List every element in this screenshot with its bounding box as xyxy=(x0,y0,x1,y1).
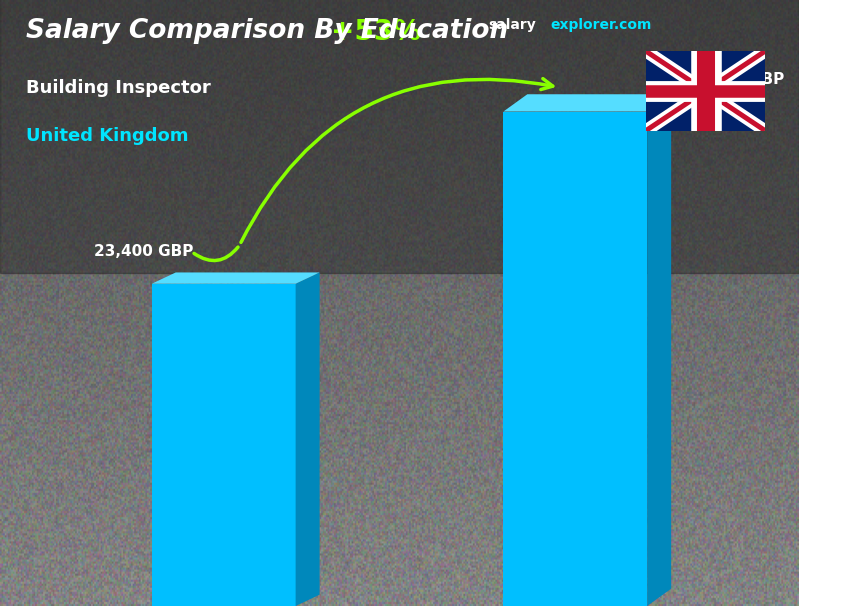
Text: Average Yearly Salary: Average Yearly Salary xyxy=(812,319,822,432)
Text: Building Inspector: Building Inspector xyxy=(26,79,210,97)
FancyBboxPatch shape xyxy=(646,52,765,130)
FancyBboxPatch shape xyxy=(503,112,647,606)
Text: United Kingdom: United Kingdom xyxy=(26,127,188,145)
Polygon shape xyxy=(503,95,672,112)
Text: +53%: +53% xyxy=(331,18,421,46)
Text: 23,400 GBP: 23,400 GBP xyxy=(94,244,194,259)
Text: salary: salary xyxy=(489,18,536,32)
Polygon shape xyxy=(296,273,320,606)
Polygon shape xyxy=(647,95,672,606)
FancyBboxPatch shape xyxy=(0,0,799,273)
Text: explorer.com: explorer.com xyxy=(551,18,652,32)
FancyArrowPatch shape xyxy=(241,79,552,242)
Polygon shape xyxy=(152,273,320,284)
FancyBboxPatch shape xyxy=(152,284,296,606)
FancyArrowPatch shape xyxy=(194,247,238,261)
Text: 35,900 GBP: 35,900 GBP xyxy=(685,72,785,87)
Text: Salary Comparison By Education: Salary Comparison By Education xyxy=(26,18,507,44)
